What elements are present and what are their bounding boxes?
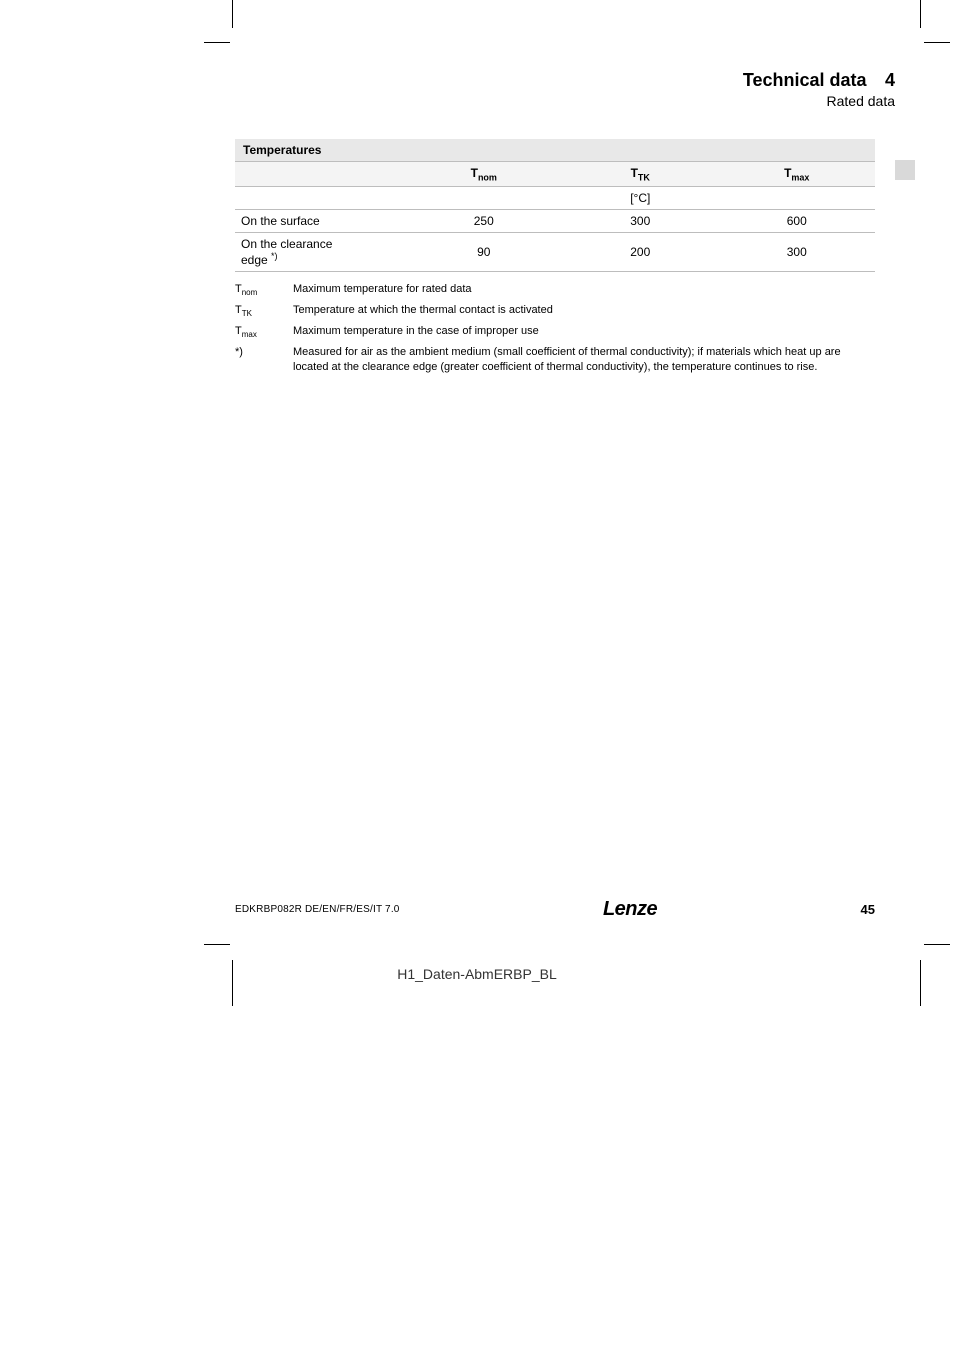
crop-mark <box>204 944 230 945</box>
table-col-head: Tmax <box>719 162 876 187</box>
table-unit: [°C] <box>406 187 875 210</box>
legend-key-symbol: *) <box>235 346 243 358</box>
legend-text: Measured for air as the ambient medium (… <box>293 345 875 375</box>
legend-row: TTK Temperature at which the thermal con… <box>235 303 875 320</box>
col-sub: TK <box>638 172 650 182</box>
legend-key-symbol: T <box>235 325 242 337</box>
footer-page-number: 45 <box>861 902 875 917</box>
legend-key: TTK <box>235 303 293 320</box>
side-tab <box>895 160 915 180</box>
table-cell: 90 <box>406 233 562 272</box>
legend-key: *) <box>235 345 293 375</box>
legend-key-symbol: T <box>235 304 242 316</box>
temperatures-table: Temperatures Tnom TTK Tmax [°C] On the s <box>235 139 875 272</box>
legend-text: Maximum temperature in the case of impro… <box>293 324 875 341</box>
crop-mark <box>204 42 230 43</box>
legend-text: Temperature at which the thermal contact… <box>293 303 875 320</box>
crop-mark <box>924 944 950 945</box>
legend-key-sub: nom <box>242 289 258 298</box>
table-row-label: On the surface <box>235 210 406 233</box>
legend-key-symbol: T <box>235 283 242 295</box>
row-label-line1: On the clearance <box>241 237 332 251</box>
footer-bottom-label: H1_Daten-AbmERBP_BL <box>0 966 954 982</box>
header-section-number: 4 <box>885 70 895 90</box>
col-sub: nom <box>478 172 497 182</box>
table-row: On the surface 250 300 600 <box>235 210 875 233</box>
legend: Tnom Maximum temperature for rated data … <box>235 282 875 375</box>
row-label-line2: edge <box>241 253 268 267</box>
table-row-label: On the clearance edge *) <box>235 233 406 272</box>
page-content: Technical data 4 Rated data Temperatures… <box>235 30 915 379</box>
col-symbol: T <box>471 166 478 180</box>
legend-key: Tmax <box>235 324 293 341</box>
footer-brand-logo: Lenze <box>603 898 657 921</box>
col-symbol: T <box>631 166 638 180</box>
crop-mark <box>924 42 950 43</box>
table-empty-cell <box>235 187 406 210</box>
table-cell: 250 <box>406 210 562 233</box>
table-cell: 600 <box>719 210 876 233</box>
legend-row: *) Measured for air as the ambient mediu… <box>235 345 875 375</box>
temperatures-table-wrap: Temperatures Tnom TTK Tmax [°C] On the s <box>235 139 895 272</box>
table-unit-row: [°C] <box>235 187 875 210</box>
table-col-head: Tnom <box>406 162 562 187</box>
footer-docid: EDKRBP082R DE/EN/FR/ES/IT 7.0 <box>235 904 400 915</box>
legend-row: Tnom Maximum temperature for rated data <box>235 282 875 299</box>
page-header: Technical data 4 Rated data <box>235 70 915 109</box>
legend-row: Tmax Maximum temperature in the case of … <box>235 324 875 341</box>
legend-key: Tnom <box>235 282 293 299</box>
table-empty-head <box>235 162 406 187</box>
legend-key-sub: max <box>242 331 257 340</box>
header-title: Technical data <box>743 70 867 90</box>
table-col-head: TTK <box>562 162 718 187</box>
header-title-row: Technical data 4 <box>235 70 895 91</box>
table-cell: 300 <box>562 210 718 233</box>
table-row: On the clearance edge *) 90 200 300 <box>235 233 875 272</box>
table-section-title: Temperatures <box>235 139 875 162</box>
legend-text: Maximum temperature for rated data <box>293 282 875 299</box>
legend-key-sub: TK <box>242 310 252 319</box>
table-cell: 200 <box>562 233 718 272</box>
table-cell: 300 <box>719 233 876 272</box>
crop-mark <box>920 0 921 28</box>
page-footer: EDKRBP082R DE/EN/FR/ES/IT 7.0 Lenze 45 <box>235 898 875 921</box>
header-subtitle: Rated data <box>235 93 895 109</box>
col-sub: max <box>791 172 809 182</box>
crop-mark <box>232 0 233 28</box>
row-label-sup: *) <box>271 251 278 261</box>
